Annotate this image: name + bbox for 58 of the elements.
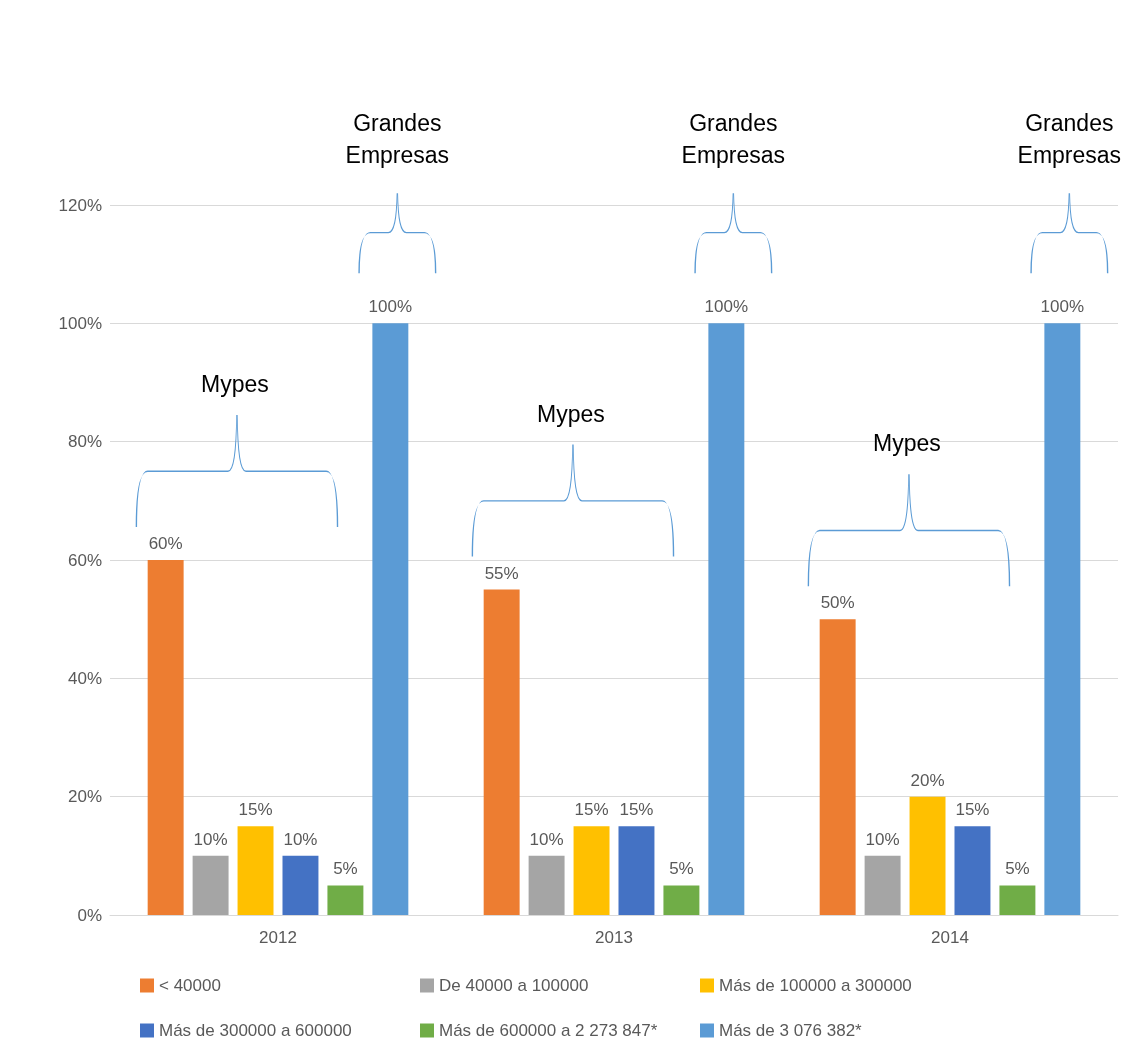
bar xyxy=(909,796,946,915)
x-tick-label: 2014 xyxy=(931,928,969,947)
text: Grandes Empresas xyxy=(345,110,450,169)
y-tick-label: 20% xyxy=(67,787,102,807)
legend-label: De 40000 a 100000 xyxy=(439,976,589,995)
data-label: 10% xyxy=(193,829,228,849)
bar xyxy=(708,323,745,915)
annotation: Mypes xyxy=(873,430,941,457)
data-label: 10% xyxy=(529,829,564,849)
y-tick-label: 100% xyxy=(58,313,102,333)
legend-label: Más de 300000 a 600000 xyxy=(159,1021,352,1040)
data-label: 15% xyxy=(574,800,609,820)
bar xyxy=(999,885,1036,915)
y-tick-label: 80% xyxy=(67,432,102,452)
data-label: 100% xyxy=(368,297,413,317)
data-label: 100% xyxy=(704,297,749,317)
legend-label: < 40000 xyxy=(159,976,221,995)
bar xyxy=(819,619,856,915)
bar xyxy=(147,560,184,915)
bar xyxy=(483,589,520,915)
y-tick-label: 40% xyxy=(67,668,102,688)
annotation: Mypes xyxy=(201,371,269,397)
data-label: 10% xyxy=(283,829,318,849)
text: Grandes Empresas xyxy=(1017,110,1122,169)
data-label: 15% xyxy=(955,800,990,820)
x-tick-label: 2012 xyxy=(259,928,297,947)
legend-label: Más de 600000 a 2 273 847* xyxy=(439,1021,658,1040)
legend-label: Más de 100000 a 300000 xyxy=(719,976,912,995)
bar xyxy=(864,855,901,915)
bar xyxy=(372,323,409,915)
x-tick-label: 2013 xyxy=(595,928,633,947)
y-tick-label: 120% xyxy=(58,195,102,215)
data-label: 50% xyxy=(820,593,855,613)
data-label: 5% xyxy=(333,859,358,879)
data-label: 20% xyxy=(910,770,945,790)
text: Grandes Empresas xyxy=(681,110,786,169)
bar xyxy=(573,826,610,915)
bar xyxy=(1044,323,1081,915)
data-label: 15% xyxy=(619,800,654,820)
annotation: Mypes xyxy=(537,400,605,427)
data-label: 10% xyxy=(865,829,900,849)
y-tick-label: 60% xyxy=(67,550,102,570)
legend-label: Más de 3 076 382* xyxy=(719,1021,863,1040)
data-label: 55% xyxy=(484,563,519,583)
data-label: 5% xyxy=(1005,859,1030,879)
bar xyxy=(954,826,991,915)
bar xyxy=(327,885,364,915)
data-label: 15% xyxy=(238,800,273,820)
bar xyxy=(663,885,700,915)
data-label: 5% xyxy=(669,859,694,879)
bar xyxy=(528,855,565,915)
bar xyxy=(282,855,319,915)
bar xyxy=(192,855,229,915)
data-label: 60% xyxy=(148,534,183,553)
bar xyxy=(618,826,655,915)
bar xyxy=(237,826,274,915)
data-label: 100% xyxy=(1040,297,1085,317)
y-tick-label: 0% xyxy=(77,905,102,925)
